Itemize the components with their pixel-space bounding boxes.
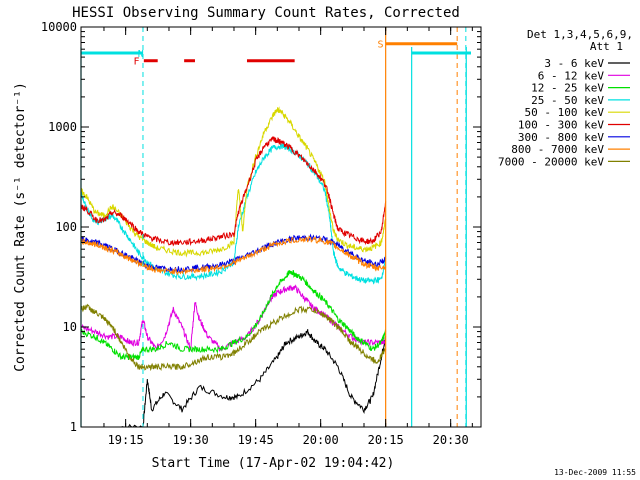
x-tick-label: 19:45 xyxy=(238,433,274,447)
y-tick-label: 100 xyxy=(55,220,77,234)
series-line xyxy=(81,303,387,372)
y-tick-label: 1000 xyxy=(48,120,77,134)
legend-label: 12 - 25 keV xyxy=(531,82,604,95)
flag-label: F xyxy=(133,57,139,68)
legend-label: 6 - 12 keV xyxy=(538,69,605,82)
series-line xyxy=(121,329,387,427)
y-axis-label: Corrected Count Rate (s⁻¹ detector⁻¹) xyxy=(13,82,28,372)
chart-title: HESSI Observing Summary Count Rates, Cor… xyxy=(72,5,460,21)
x-axis-label: Start Time (17-Apr-02 19:04:42) xyxy=(152,456,395,471)
flag-label: S xyxy=(377,40,383,51)
legend-header-line2: Att 1 xyxy=(590,40,623,53)
y-tick-label: 10000 xyxy=(41,20,77,34)
plot-area: NF S 1 10 100 1000 10000 19:15 19:30 19:45 20:00… xyxy=(41,20,482,447)
x-tick-label: 20:15 xyxy=(368,433,404,447)
footer-date: 13-Dec-2009 11:55 xyxy=(554,468,636,477)
legend-header-line1: Det 1,3,4,5,6,9, xyxy=(527,28,633,41)
y-tick-label: 1 xyxy=(70,420,77,434)
series-group xyxy=(81,106,387,427)
legend-label: 3 - 6 keV xyxy=(544,57,604,70)
y-tick-label: 10 xyxy=(63,320,77,334)
x-tick-label: 20:00 xyxy=(303,433,339,447)
legend-label: 25 - 50 keV xyxy=(531,94,604,107)
y-axis: 1 10 100 1000 10000 xyxy=(41,20,481,434)
legend-label: 300 - 800 keV xyxy=(518,131,604,144)
x-tick-label: 20:30 xyxy=(433,433,469,447)
legend-label: 800 - 7000 keV xyxy=(511,143,604,156)
legend-label: 7000 - 20000 keV xyxy=(498,155,604,168)
series-line xyxy=(81,270,387,361)
legend-label: 50 - 100 keV xyxy=(525,106,605,119)
legend-label: 100 - 300 keV xyxy=(518,119,604,132)
series-line xyxy=(81,141,387,285)
series-line xyxy=(81,136,387,247)
x-tick-label: 19:15 xyxy=(108,433,144,447)
flag-label: N xyxy=(138,49,144,60)
x-axis: 19:15 19:30 19:45 20:00 20:15 20:30 xyxy=(103,27,473,447)
x-tick-label: 19:30 xyxy=(173,433,209,447)
series-line xyxy=(81,235,387,276)
